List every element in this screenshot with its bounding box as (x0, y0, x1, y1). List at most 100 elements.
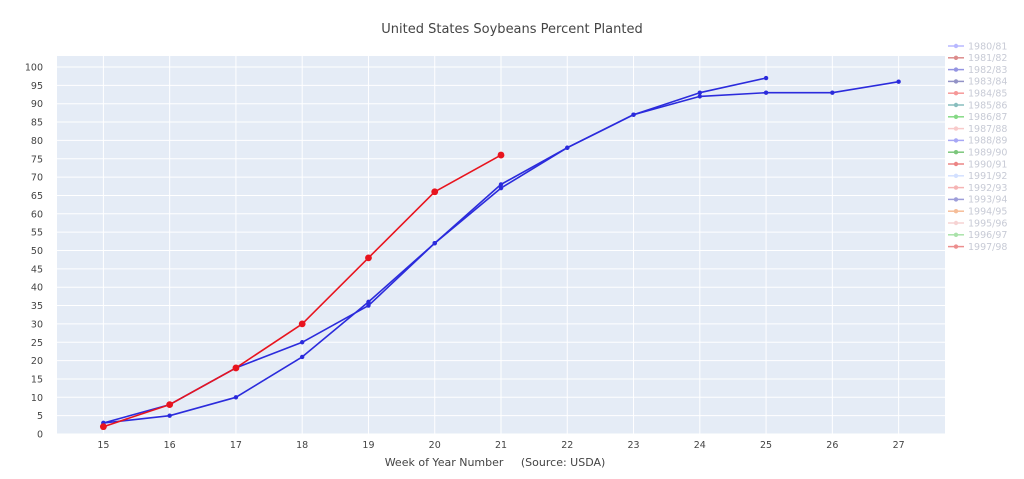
data-point[interactable] (366, 299, 371, 305)
legend-item[interactable]: 1983/84 (948, 77, 1007, 88)
data-point[interactable] (431, 188, 439, 196)
legend-item[interactable]: 1987/88 (948, 124, 1007, 135)
data-point[interactable] (233, 395, 239, 400)
legend-label: 1991/92 (968, 171, 1007, 182)
x-tick-label: 19 (362, 440, 374, 451)
legend-swatch-marker (953, 91, 959, 96)
x-tick-label: 18 (296, 440, 308, 451)
x-tick-label: 23 (627, 440, 639, 451)
x-tick-label: 22 (561, 440, 573, 451)
data-point[interactable] (166, 401, 174, 409)
legend-item[interactable]: 1993/94 (948, 195, 1007, 206)
legend-label: 1981/82 (968, 53, 1007, 64)
legend-swatch-marker (953, 209, 959, 214)
y-tick-label: 95 (31, 81, 43, 92)
y-tick-label: 40 (31, 283, 43, 294)
x-tick-label: 21 (495, 440, 507, 451)
y-tick-label: 30 (31, 319, 43, 330)
data-point[interactable] (99, 423, 107, 431)
data-point[interactable] (631, 112, 636, 117)
legend-label: 1985/86 (968, 100, 1007, 111)
legend-swatch-marker (953, 67, 959, 72)
legend-item[interactable]: 1988/89 (948, 136, 1007, 147)
legend-swatch-marker (953, 79, 959, 84)
series-3 (99, 151, 505, 431)
legend-item[interactable]: 1994/95 (948, 207, 1007, 218)
legend-item[interactable]: 1997/98 (948, 242, 1007, 253)
legend-label: 1997/98 (968, 242, 1007, 253)
legend-label: 1989/90 (968, 148, 1007, 159)
data-point[interactable] (896, 79, 901, 84)
legend-item[interactable]: 1996/97 (948, 230, 1007, 241)
data-point[interactable] (299, 340, 305, 345)
legend-item[interactable]: 1981/82 (948, 53, 1007, 64)
legend-label: 1993/94 (968, 195, 1007, 206)
legend-item[interactable]: 1980/81 (948, 41, 1007, 52)
y-tick-label: 5 (37, 411, 43, 422)
legend-label: 1986/87 (968, 112, 1007, 123)
y-tick-label: 25 (31, 338, 43, 349)
y-tick-label: 65 (31, 191, 43, 202)
legend-swatch-marker (953, 185, 959, 190)
y-tick-label: 70 (31, 173, 43, 184)
legend-swatch-marker (953, 150, 959, 155)
y-tick-label: 15 (31, 374, 43, 385)
y-tick-label: 60 (31, 209, 43, 220)
legend-item[interactable]: 1995/96 (948, 218, 1007, 229)
y-tick-label: 35 (31, 301, 43, 312)
legend-item[interactable]: 1982/83 (948, 65, 1007, 76)
data-point[interactable] (366, 303, 371, 308)
legend-item[interactable]: 1990/91 (948, 159, 1007, 170)
legend-item[interactable]: 1986/87 (948, 112, 1007, 123)
data-point[interactable] (365, 254, 372, 262)
data-point[interactable] (763, 75, 769, 81)
data-point[interactable] (432, 240, 437, 246)
data-point[interactable] (299, 354, 305, 360)
data-point[interactable] (763, 90, 769, 95)
legend-label: 1987/88 (968, 124, 1007, 135)
data-point[interactable] (697, 94, 703, 99)
legend-label: 1996/97 (968, 230, 1007, 241)
legend-label: 1995/96 (968, 218, 1007, 229)
data-point[interactable] (830, 90, 835, 95)
y-tick-label: 20 (31, 356, 43, 367)
legend-swatch-marker (953, 161, 959, 167)
y-tick-label: 75 (31, 154, 43, 165)
x-tick-label: 15 (97, 440, 109, 451)
y-tick-label: 45 (31, 264, 43, 275)
grid-lines (57, 56, 945, 435)
y-tick-label: 10 (31, 393, 43, 404)
y-axis-ticks: 0 5 10 15 20 25 30 35 40 45 50 55 60 65 70 75 80 85 90 95 10… (25, 63, 43, 441)
data-point[interactable] (167, 413, 172, 418)
legend-item[interactable]: 1992/93 (948, 183, 1007, 194)
series-layer (99, 75, 901, 431)
data-point[interactable] (697, 90, 703, 95)
x-tick-label: 27 (893, 440, 905, 451)
legend-label: 1994/95 (968, 207, 1007, 218)
legend-item[interactable]: 1991/92 (948, 171, 1007, 182)
legend-swatch-marker (953, 232, 959, 237)
legend-item[interactable]: 1985/86 (948, 100, 1007, 111)
legend-swatch-marker (953, 138, 959, 143)
legend-label: 1988/89 (968, 136, 1007, 147)
legend-label: 1992/93 (968, 183, 1007, 194)
data-point[interactable] (298, 320, 306, 328)
data-point[interactable] (232, 364, 240, 372)
data-point[interactable] (498, 185, 504, 191)
y-tick-label: 100 (25, 63, 43, 74)
legend-item[interactable]: 1989/90 (948, 148, 1007, 159)
x-tick-label: 17 (230, 440, 242, 451)
legend-label: 1983/84 (968, 77, 1007, 88)
legend-swatch-marker (953, 114, 959, 120)
data-point[interactable] (497, 151, 505, 159)
y-tick-label: 80 (31, 136, 43, 147)
y-tick-label: 90 (31, 99, 43, 110)
legend-swatch-marker (953, 43, 959, 49)
legend-label: 1984/85 (968, 89, 1007, 100)
legend-label: 1982/83 (968, 65, 1007, 76)
legend-item[interactable]: 1984/85 (948, 89, 1007, 100)
data-point[interactable] (498, 182, 504, 187)
data-point[interactable] (565, 145, 570, 150)
